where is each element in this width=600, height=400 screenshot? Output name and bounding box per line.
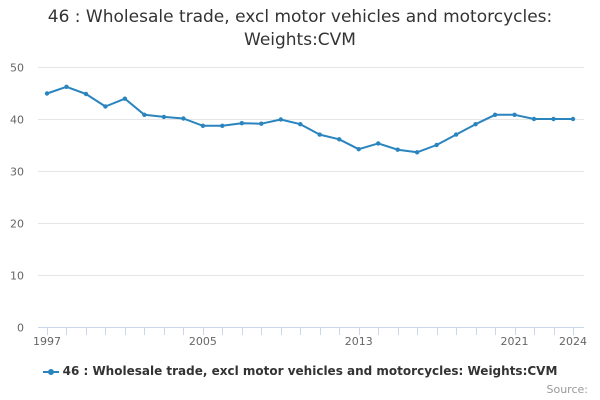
x-tick-label: 2005: [189, 335, 217, 348]
x-tick-label: 2021: [501, 335, 529, 348]
source-label: Source:: [546, 383, 589, 396]
data-point: [453, 132, 459, 137]
data-point: [376, 141, 381, 146]
data-point: [531, 116, 537, 122]
data-point: [337, 137, 342, 142]
data-point: [181, 116, 186, 121]
y-tick-label: 40: [10, 114, 24, 127]
data-point: [570, 116, 576, 122]
chart-title: 46 : Wholesale trade, excl motor vehicle…: [0, 6, 600, 52]
data-point: [278, 117, 283, 122]
x-tick-label: 1997: [33, 335, 61, 348]
chart-title-line-2: Weights:CVM: [244, 30, 356, 50]
data-point: [122, 96, 128, 101]
data-point: [492, 112, 498, 118]
data-point: [512, 112, 517, 118]
data-point: [298, 122, 303, 127]
data-point: [434, 142, 439, 148]
data-point: [395, 147, 400, 152]
data-point: [317, 132, 322, 137]
series-line: [46, 85, 574, 154]
legend-label[interactable]: 46 : Wholesale trade, excl motor vehicle…: [62, 364, 558, 378]
x-tick-label: 2024: [559, 335, 587, 348]
series-group: [44, 84, 576, 155]
y-tick-label: 10: [10, 270, 24, 283]
data-point: [200, 123, 206, 128]
y-tick-label: 30: [10, 166, 24, 179]
x-tick-label: 2013: [345, 335, 373, 348]
data-point: [64, 84, 69, 90]
data-point: [239, 121, 244, 126]
legend-line-marker-icon: [42, 367, 59, 377]
data-point: [551, 116, 556, 122]
data-point: [414, 150, 420, 155]
y-tick-label: 20: [10, 218, 24, 231]
y-tick-label: 50: [10, 62, 24, 75]
data-point: [142, 112, 147, 118]
data-point: [44, 91, 50, 96]
chart-title-line-1: 46 : Wholesale trade, excl motor vehicle…: [47, 7, 553, 27]
data-point: [473, 122, 478, 127]
y-tick-label: 0: [17, 322, 24, 335]
data-point: [83, 91, 89, 97]
legend[interactable]: 46 : Wholesale trade, excl motor vehicle…: [0, 364, 600, 378]
axes: 0 10 20 30 40 50 1997 2005 2013 2021 2024: [10, 62, 587, 349]
data-point: [259, 121, 264, 126]
data-point: [161, 114, 167, 120]
grid-lines: [38, 67, 584, 276]
data-point: [356, 147, 361, 152]
data-point: [103, 104, 108, 109]
data-point: [220, 123, 225, 128]
